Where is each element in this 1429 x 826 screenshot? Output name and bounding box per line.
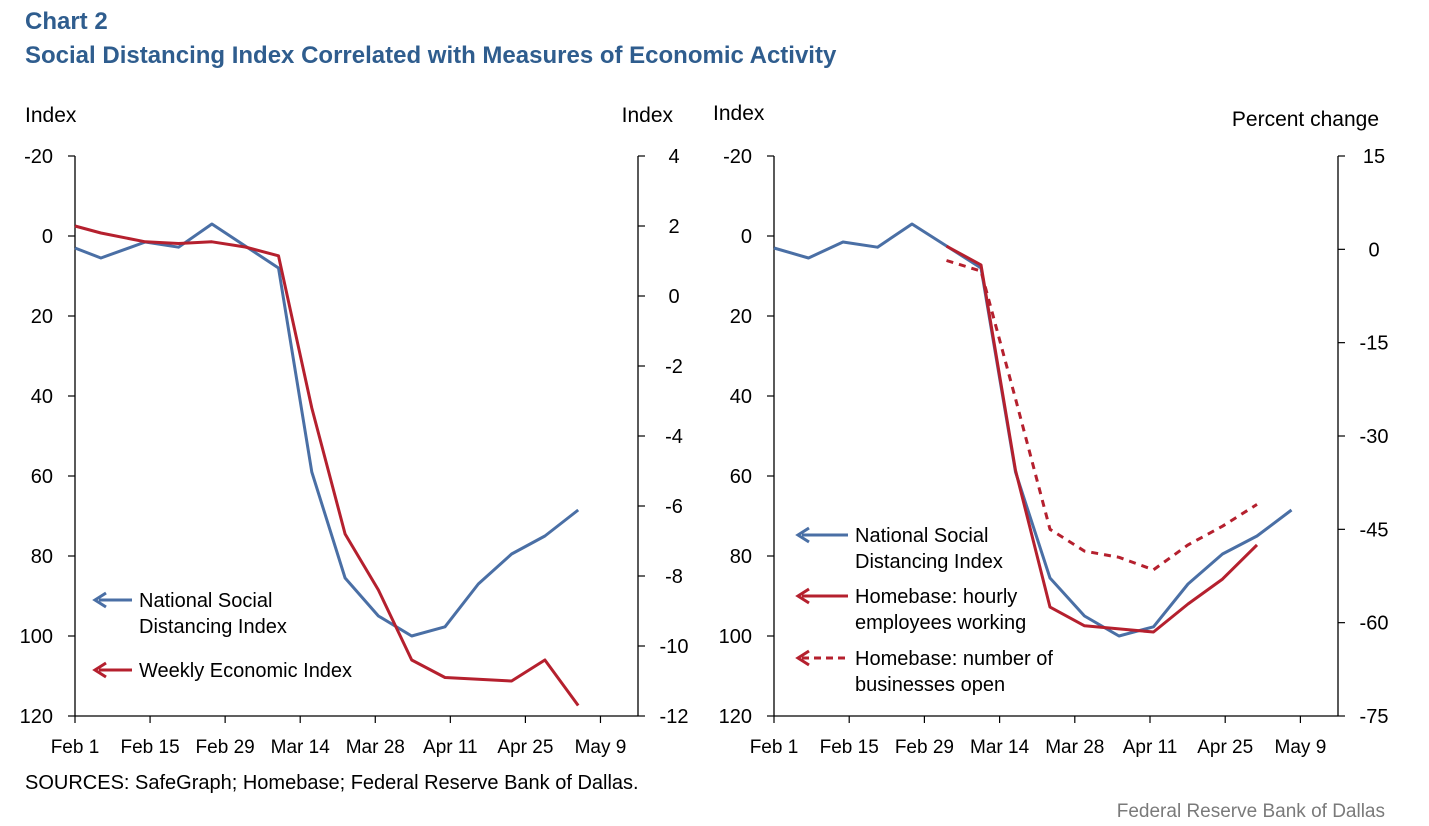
- right-tick-label: 2: [668, 216, 679, 238]
- right-tick-label: -15: [1360, 333, 1389, 355]
- legend-entry: National Social Distancing Index: [92, 590, 287, 638]
- legend-label: Distancing Index: [855, 551, 1003, 573]
- right-tick-label: -6: [665, 496, 683, 518]
- right-tick-label: -30: [1360, 426, 1389, 448]
- x-tick-label: Feb 1: [750, 737, 799, 758]
- legend-entry: National Social Distancing Index: [795, 525, 1003, 573]
- legend-entry: Homebase: number of businesses open: [795, 648, 1053, 696]
- left-axis-label: Index: [713, 102, 765, 125]
- legend-label: Distancing Index: [139, 616, 287, 638]
- x-tick-label: Feb 15: [120, 737, 179, 758]
- x-tick-label: Apr 25: [497, 737, 553, 758]
- legend-arrow-head: [92, 661, 107, 679]
- right-tick-label: 0: [1368, 239, 1379, 261]
- legend-label: National Social: [855, 525, 988, 547]
- x-tick-label: Apr 11: [423, 737, 478, 758]
- legend-arrow-head: [795, 587, 810, 605]
- right-axis-label: Percent change: [1232, 108, 1379, 131]
- right-tick-label: -2: [665, 356, 683, 378]
- legend-label: Weekly Economic Index: [139, 660, 352, 682]
- left-tick-label: 100: [20, 626, 53, 648]
- x-tick-label: Feb 29: [895, 737, 954, 758]
- x-tick-label: Feb 1: [51, 737, 100, 758]
- legend-label: employees working: [855, 612, 1026, 634]
- left-tick-label: 20: [31, 306, 53, 328]
- chart-number: Chart 2: [25, 8, 108, 35]
- x-tick-label: May 9: [1275, 737, 1327, 758]
- right-axis-label: Index: [622, 104, 674, 127]
- chart-panel-2: Index Percent change -20 0 20 40 60 80 100 120 15 0…: [713, 102, 1388, 758]
- series-line-weekly-economic-index: [74, 224, 580, 707]
- left-tick-label: 100: [719, 626, 752, 648]
- left-tick-label: 80: [730, 546, 752, 568]
- legend-entry: Homebase: hourly employees working: [795, 586, 1026, 634]
- x-tick-label: Mar 28: [1045, 737, 1104, 758]
- x-tick-label: Mar 14: [970, 737, 1030, 758]
- x-tick-label: Apr 25: [1197, 737, 1253, 758]
- sources-note: SOURCES: SafeGraph; Homebase; Federal Re…: [25, 772, 639, 794]
- right-tick-label: -75: [1360, 706, 1389, 728]
- right-tick-label: 15: [1363, 146, 1385, 168]
- legend-label: businesses open: [855, 674, 1005, 696]
- series-line-national-social-distancing-index: [773, 222, 1293, 638]
- right-tick-label: -12: [660, 706, 689, 728]
- left-tick-label: 0: [42, 226, 53, 248]
- legend-entry: Weekly Economic Index: [92, 660, 352, 682]
- legend-label: Homebase: number of: [855, 648, 1053, 670]
- right-tick-label: -10: [660, 636, 689, 658]
- right-tick-label: 0: [668, 286, 679, 308]
- x-tick-label: May 9: [575, 737, 627, 758]
- right-tick-label: -8: [665, 566, 683, 588]
- credit-note: Federal Reserve Bank of Dallas: [1116, 801, 1385, 822]
- left-tick-label: -20: [723, 146, 752, 168]
- left-tick-label: 80: [31, 546, 53, 568]
- left-tick-label: 40: [31, 386, 53, 408]
- chart-title: Social Distancing Index Correlated with …: [25, 42, 837, 69]
- left-tick-label: -20: [24, 146, 53, 168]
- left-axis-label: Index: [25, 104, 77, 127]
- legend-label: National Social: [139, 590, 272, 612]
- left-tick-label: 60: [31, 466, 53, 488]
- series-line-homebase-number-of-businesses-open: [946, 259, 1258, 572]
- right-tick-label: -45: [1360, 519, 1389, 541]
- x-tick-label: Feb 29: [196, 737, 255, 758]
- x-tick-label: Apr 11: [1123, 737, 1178, 758]
- right-tick-label: -4: [665, 426, 683, 448]
- right-tick-label: 4: [668, 146, 679, 168]
- left-tick-label: 120: [20, 706, 53, 728]
- series-line-homebase-hourly-employees-working: [945, 244, 1259, 634]
- series-line-national-social-distancing-index: [74, 222, 580, 638]
- left-tick-label: 20: [730, 306, 752, 328]
- left-tick-label: 40: [730, 386, 752, 408]
- left-tick-label: 0: [741, 226, 752, 248]
- left-tick-label: 120: [719, 706, 752, 728]
- x-tick-label: Mar 28: [346, 737, 405, 758]
- right-tick-label: -60: [1360, 613, 1389, 635]
- legend-label: Homebase: hourly: [855, 586, 1017, 608]
- chart-panel-1: Index Index-20020406080100120420-2-4-6-8-…: [20, 104, 689, 758]
- legend-arrow-head: [795, 526, 810, 544]
- legend-arrow-head: [92, 591, 107, 609]
- x-tick-label: Mar 14: [271, 737, 331, 758]
- left-tick-label: 60: [730, 466, 752, 488]
- legend-arrow-head: [795, 649, 810, 667]
- x-tick-label: Feb 15: [820, 737, 879, 758]
